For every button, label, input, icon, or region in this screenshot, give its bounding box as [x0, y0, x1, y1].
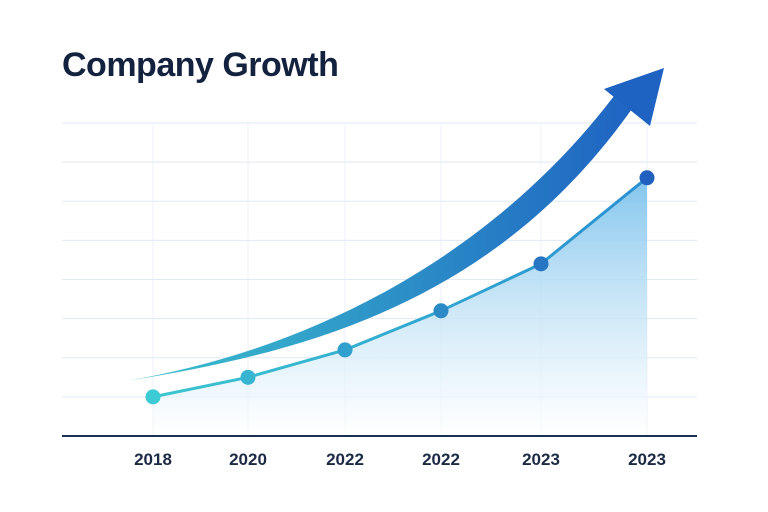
- data-point[interactable]: [639, 170, 655, 186]
- x-tick-label: 2018: [134, 450, 172, 469]
- x-tick-label: 2022: [326, 450, 364, 469]
- series-area: [153, 177, 647, 436]
- data-point[interactable]: [240, 369, 256, 385]
- data-point[interactable]: [145, 389, 161, 405]
- x-tick-label: 2020: [229, 450, 267, 469]
- trend-arrow-layer: [126, 68, 664, 381]
- area-fill-layer: [153, 177, 647, 436]
- x-tick-labels: 2018 2020 2022 2022 2023 2023: [134, 450, 666, 469]
- chart-title: Company Growth: [62, 46, 339, 84]
- x-tick-label: 2023: [522, 450, 560, 469]
- data-point[interactable]: [533, 256, 549, 272]
- series-line: [151, 176, 649, 399]
- x-tick-label: 2022: [422, 450, 460, 469]
- data-point[interactable]: [337, 342, 353, 358]
- data-points: [145, 170, 655, 405]
- series-line-layer: [151, 176, 649, 399]
- data-point[interactable]: [433, 303, 449, 319]
- trend-arrow-head: [604, 68, 664, 126]
- x-tick-label: 2023: [628, 450, 666, 469]
